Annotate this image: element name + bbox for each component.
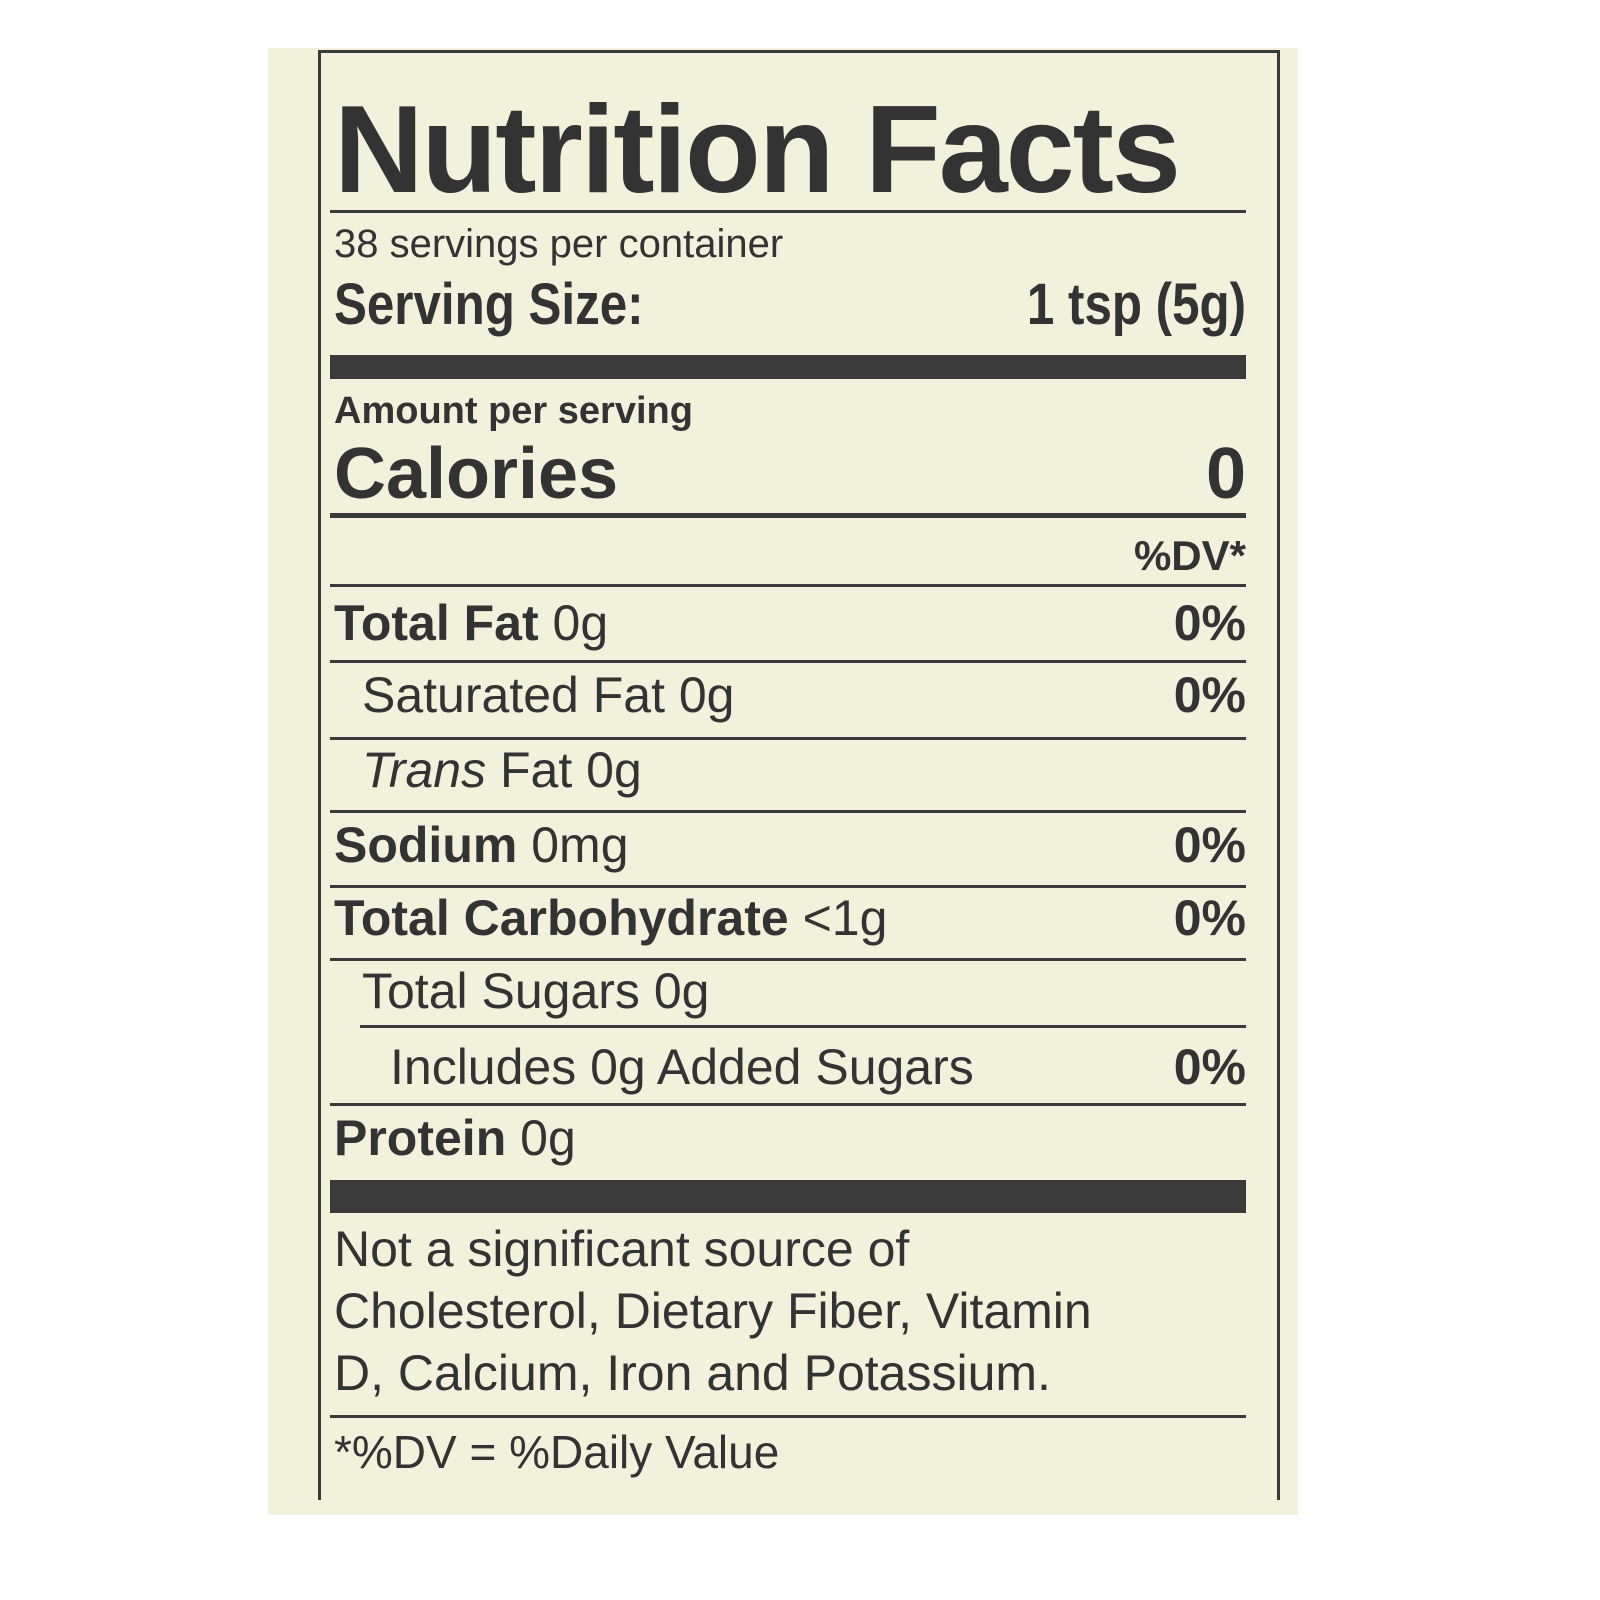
- nutrient-amount: <1g: [802, 890, 888, 946]
- divider: [330, 210, 1246, 213]
- calories-value: 0: [1205, 434, 1246, 514]
- divider: [330, 1103, 1246, 1106]
- label-title: Nutrition Facts: [334, 81, 1181, 219]
- divider: [330, 660, 1246, 663]
- footnote-line: Cholesterol, Dietary Fiber, Vitamin: [334, 1283, 1092, 1339]
- nutrient-row-trans-fat: Trans Fat 0g: [334, 745, 1246, 795]
- label-border: [318, 50, 1280, 1500]
- nutrient-row-total-fat: Total Fat 0g 0%: [334, 598, 1246, 648]
- nutrient-dv: 0%: [1173, 1039, 1246, 1095]
- footnote: Not a significant source of Cholesterol,…: [334, 1218, 1246, 1404]
- nutrient-amount: 0mg: [531, 817, 629, 873]
- nutrient-name: Total Fat: [334, 595, 539, 651]
- calories-label: Calories: [334, 434, 619, 514]
- divider: [330, 737, 1246, 740]
- thick-divider: [330, 1180, 1246, 1213]
- nutrient-dv: 0%: [1173, 817, 1246, 873]
- nutrient-row-added-sugars: Includes 0g Added Sugars 0%: [334, 1042, 1246, 1092]
- nutrient-row-total-sugars: Total Sugars 0g: [334, 966, 1246, 1016]
- footnote-line: Not a significant source of: [334, 1221, 910, 1277]
- nutrient-dv: 0%: [1173, 595, 1246, 651]
- nutrient-name-rest: Fat: [500, 742, 573, 798]
- divider: [330, 584, 1246, 587]
- divider: [360, 1025, 1246, 1028]
- divider: [330, 885, 1246, 888]
- divider: [330, 810, 1246, 813]
- serving-size-value: 1 tsp (5g): [1026, 272, 1247, 337]
- nutrient-amount: 0g: [678, 667, 735, 723]
- divider: [330, 958, 1246, 961]
- nutrient-name: Total Carbohydrate: [334, 890, 789, 946]
- nutrient-amount: 0g: [520, 1110, 576, 1166]
- dv-note: *%DV = %Daily Value: [334, 1426, 780, 1478]
- nutrient-amount: 0g: [552, 595, 609, 651]
- nutrient-name: Protein: [334, 1110, 507, 1166]
- serving-size-row: Serving Size: 1 tsp (5g): [334, 276, 1246, 334]
- nutrient-name: Trans: [362, 742, 487, 798]
- nutrient-row-protein: Protein 0g: [334, 1113, 1246, 1163]
- nutrient-amount: 0g: [586, 742, 642, 798]
- thick-divider: [330, 355, 1246, 379]
- serving-size-label: Serving Size:: [334, 272, 644, 337]
- servings-per-container: 38 servings per container: [334, 222, 784, 266]
- nutrient-dv: 0%: [1173, 667, 1246, 723]
- nutrient-name: Total Sugars: [362, 963, 640, 1019]
- nutrient-row-saturated-fat: Saturated Fat 0g 0%: [334, 670, 1246, 720]
- nutrient-row-sodium: Sodium 0mg 0%: [334, 820, 1246, 870]
- divider: [330, 1415, 1246, 1418]
- nutrient-row-total-carbohydrate: Total Carbohydrate <1g 0%: [334, 893, 1246, 943]
- footnote-line: D, Calcium, Iron and Potassium.: [334, 1345, 1051, 1401]
- calories-row: Calories 0: [334, 438, 1246, 510]
- divider: [330, 513, 1246, 518]
- nutrient-name: Sodium: [334, 817, 518, 873]
- dv-header: %DV*: [1133, 532, 1246, 579]
- nutrient-name: Includes 0g Added Sugars: [390, 1039, 974, 1095]
- nutrient-name: Saturated Fat: [362, 667, 665, 723]
- nutrient-amount: 0g: [653, 963, 710, 1019]
- label-panel: [268, 48, 1298, 1515]
- nutrient-dv: 0%: [1173, 890, 1246, 946]
- amount-per-serving: Amount per serving: [334, 390, 693, 432]
